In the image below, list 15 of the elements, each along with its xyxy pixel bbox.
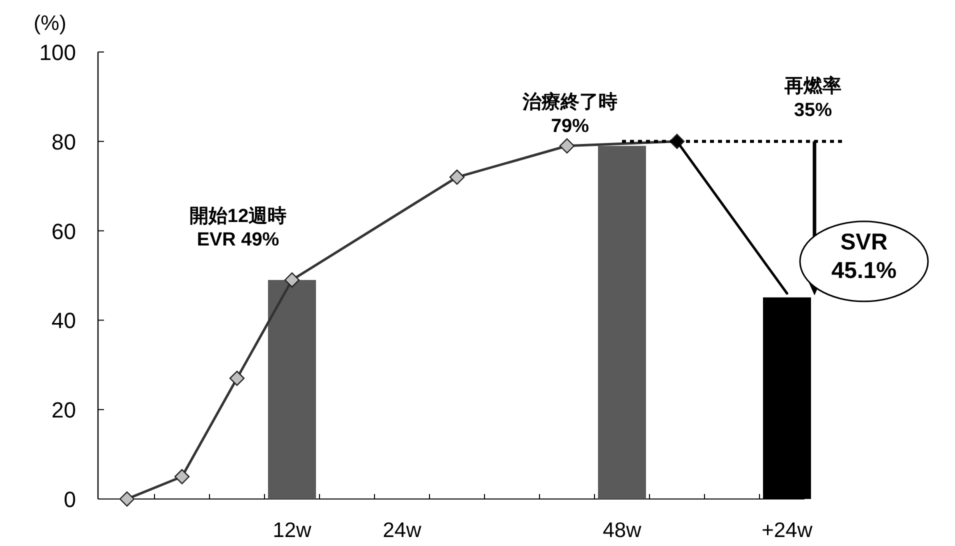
annotation: 再燃率 35% (784, 75, 842, 121)
x-tick-label: +24w (762, 519, 814, 542)
annotation: 開始12週時 EVR 49% (189, 204, 287, 251)
x-tick-label: 48w (602, 519, 642, 542)
y-tick-label: 0 (64, 487, 76, 512)
annotation: SVR 45.1% (831, 228, 897, 284)
annotation: 治療終了時 79% (522, 91, 618, 137)
x-tick-label: 12w (272, 519, 312, 542)
y-tick-label: 100 (39, 40, 76, 65)
y-axis-title: (%) (34, 12, 66, 35)
y-tick-label: 80 (52, 129, 76, 154)
y-tick-label: 40 (52, 308, 76, 334)
y-tick-label: 20 (52, 398, 76, 423)
y-tick-label: 60 (52, 218, 76, 244)
x-tick-label: 24w (382, 519, 422, 542)
